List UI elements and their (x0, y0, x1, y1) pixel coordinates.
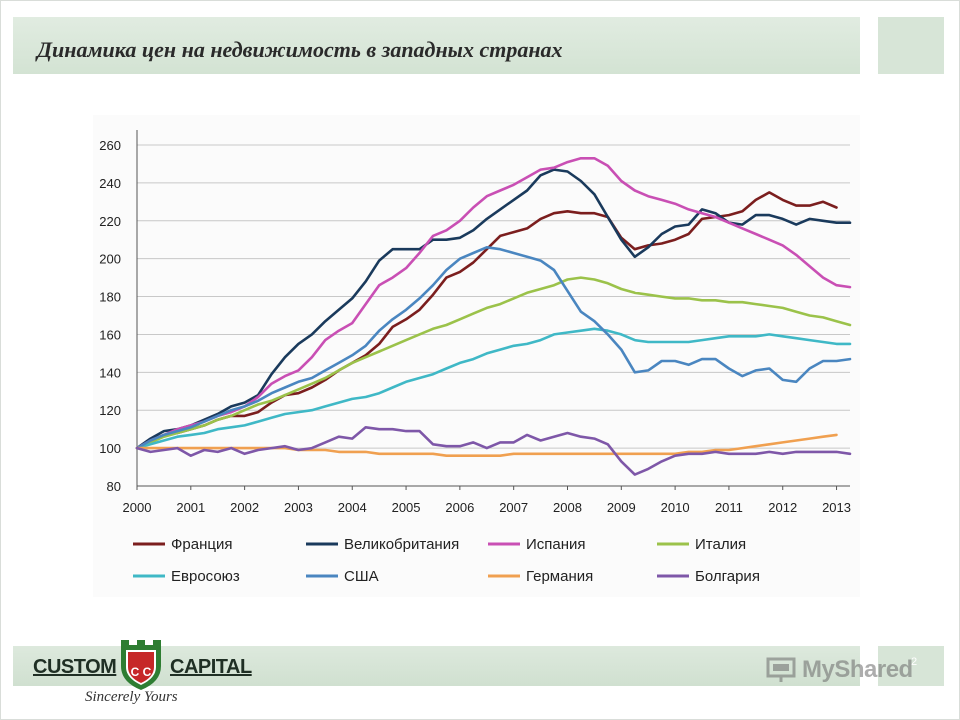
x-tick-label: 2002 (230, 500, 259, 515)
series-line-США (135, 246, 852, 450)
legend-label: Германия (526, 568, 593, 585)
series-line-Испания (135, 157, 852, 450)
logo-tagline: Sincerely Yours (85, 689, 178, 705)
series-line-Италия (135, 276, 852, 450)
legend-label: Италия (695, 536, 746, 553)
legend-label: Болгария (695, 568, 760, 585)
x-tick-label: 2006 (445, 500, 474, 515)
y-tick-label: 180 (99, 290, 121, 305)
page-number: 2 (911, 656, 918, 668)
watermark: MyShared (766, 656, 913, 684)
corner-decoration-top (878, 17, 944, 74)
shield-logo-letters: C C (131, 665, 152, 679)
y-tick-label: 160 (99, 327, 121, 342)
legend-label: США (344, 568, 379, 585)
title-band: Динамика цен на недвижимость в западных … (13, 17, 860, 74)
y-tick-label: 140 (99, 365, 121, 380)
logo-word-custom: CUSTOM (33, 656, 117, 678)
series-line-Болгария (135, 426, 852, 476)
y-tick-label: 100 (99, 441, 121, 456)
legend-label: Франция (171, 536, 232, 553)
chart-panel (93, 115, 860, 597)
slide-title: Динамика цен на недвижимость в западных … (37, 37, 563, 62)
corner-decoration-bottom (878, 646, 944, 686)
logo-word-capital: CAPITAL (170, 656, 252, 678)
x-tick-label: 2008 (553, 500, 582, 515)
legend-label: Евросоюз (171, 568, 240, 585)
x-tick-label: 2009 (607, 500, 636, 515)
legend-label: Испания (526, 536, 586, 553)
x-tick-label: 2004 (338, 500, 367, 515)
y-tick-label: 120 (99, 403, 121, 418)
series-line-Германия (135, 433, 838, 457)
x-tick-label: 2003 (284, 500, 313, 515)
x-tick-label: 2012 (768, 500, 797, 515)
y-tick-label: 200 (99, 252, 121, 267)
watermark-text: MyShared (802, 656, 913, 683)
series-line-Евросоюз (135, 327, 852, 450)
x-tick-label: 2007 (499, 500, 528, 515)
x-tick-label: 2000 (123, 500, 152, 515)
y-tick-label: 80 (107, 479, 121, 494)
x-tick-label: 2001 (176, 500, 205, 515)
shield-logo-icon: C C (121, 640, 161, 690)
x-tick-label: 2010 (661, 500, 690, 515)
x-tick-label: 2011 (715, 500, 743, 515)
y-tick-label: 240 (99, 176, 121, 191)
y-tick-label: 260 (99, 138, 121, 153)
x-tick-label: 2013 (822, 500, 851, 515)
y-tick-label: 220 (99, 214, 121, 229)
x-tick-label: 2005 (392, 500, 421, 515)
presentation-screen-icon (766, 657, 796, 682)
legend-label: Великобритания (344, 536, 459, 553)
